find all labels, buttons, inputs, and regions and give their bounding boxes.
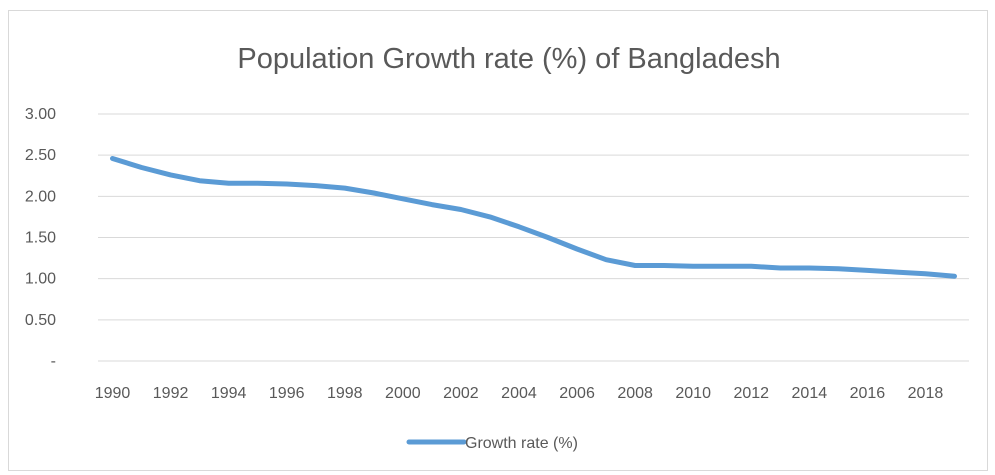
series-line-0 [110, 156, 957, 279]
gridlines [98, 113, 969, 362]
x-tick-label: 2002 [443, 385, 479, 402]
legend-label: Growth rate (%) [465, 435, 578, 452]
y-axis-tick-labels: 3.00 2.50 2.00 1.50 1.00 0.50 - [25, 106, 56, 370]
chart-area: Population Growth rate (%) of Bangladesh… [8, 10, 988, 471]
x-tick-label: 2008 [617, 385, 653, 402]
x-tick-label: 1994 [211, 385, 247, 402]
x-tick-label: 2000 [385, 385, 421, 402]
y-tick-label: 1.00 [25, 271, 56, 288]
y-tick-label: 2.50 [25, 147, 56, 164]
y-tick-label: 1.50 [25, 230, 56, 247]
x-tick-label: 2014 [792, 385, 828, 402]
x-tick-label: 1996 [269, 385, 305, 402]
x-tick-label: 2004 [501, 385, 537, 402]
line-chart: Population Growth rate (%) of Bangladesh… [25, 43, 969, 452]
x-tick-label: 1998 [327, 385, 363, 402]
y-tick-label: - [51, 353, 56, 370]
x-tick-label: 2006 [559, 385, 595, 402]
legend: Growth rate (%) [406, 435, 578, 452]
x-axis-tick-labels: 1990 1992 1994 1996 1998 2000 2002 2004 2006 2008… [95, 385, 944, 402]
x-tick-label: 2016 [850, 385, 886, 402]
chart-title: Population Growth rate (%) of Bangladesh [237, 43, 780, 75]
x-tick-label: 1992 [153, 385, 189, 402]
y-tick-label: 3.00 [25, 106, 56, 123]
x-tick-label: 2018 [908, 385, 944, 402]
y-tick-label: 2.00 [25, 188, 56, 205]
x-tick-label: 2012 [733, 385, 769, 402]
y-tick-label: 0.50 [25, 312, 56, 329]
x-tick-label: 2010 [675, 385, 711, 402]
x-tick-label: 1990 [95, 385, 131, 402]
series-lines [110, 156, 957, 279]
